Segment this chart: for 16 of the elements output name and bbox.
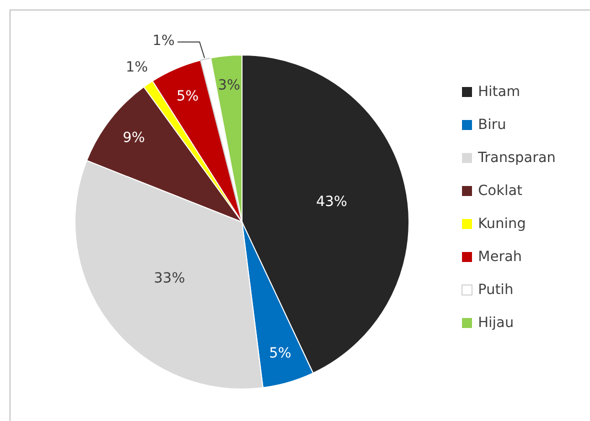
data-label: 1% [126,59,148,76]
data-label: 33% [154,270,185,286]
legend-label: Coklat [478,183,523,199]
data-label: 43% [316,194,348,210]
data-label: 9% [122,130,145,146]
legend-label: Merah [478,249,522,265]
data-label: 3% [218,78,240,94]
legend-label: Transparan [477,150,556,166]
data-label: 5% [176,88,199,104]
legend-label: Hijau [478,315,514,331]
legend-label: Hitam [478,84,520,100]
data-label: 5% [269,346,292,362]
data-label: 1% [152,33,175,50]
legend-label: Kuning [478,216,526,232]
legend-label: Biru [478,117,506,133]
legend-label: Putih [478,282,514,298]
